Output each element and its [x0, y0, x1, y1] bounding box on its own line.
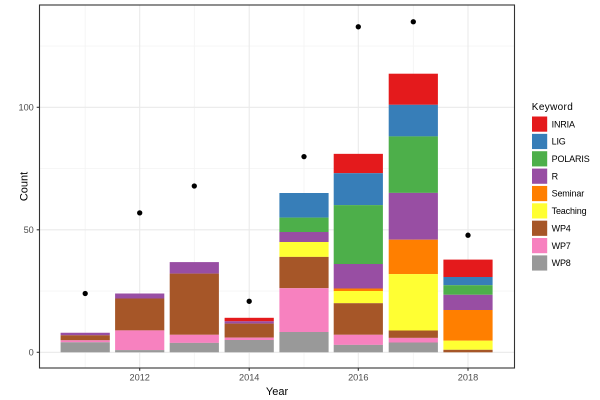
svg-text:2012: 2012 [129, 373, 149, 383]
svg-text:WP8: WP8 [552, 258, 571, 268]
svg-text:Teaching: Teaching [552, 206, 587, 216]
svg-text:R: R [552, 171, 559, 181]
svg-text:100: 100 [18, 103, 33, 113]
svg-text:2018: 2018 [458, 373, 478, 383]
svg-text:2014: 2014 [239, 373, 259, 383]
svg-text:WP4: WP4 [552, 223, 571, 233]
svg-text:0: 0 [29, 348, 34, 358]
svg-text:Count: Count [19, 172, 31, 201]
svg-text:INRIA: INRIA [552, 119, 575, 129]
svg-text:50: 50 [24, 225, 34, 235]
svg-text:Year: Year [266, 386, 289, 398]
svg-text:POLARIS: POLARIS [552, 154, 590, 164]
svg-text:LIG: LIG [552, 137, 566, 147]
svg-text:Keyword: Keyword [532, 102, 573, 113]
svg-text:Seminar: Seminar [552, 189, 585, 199]
svg-text:WP7: WP7 [552, 241, 571, 251]
svg-text:2016: 2016 [348, 373, 368, 383]
